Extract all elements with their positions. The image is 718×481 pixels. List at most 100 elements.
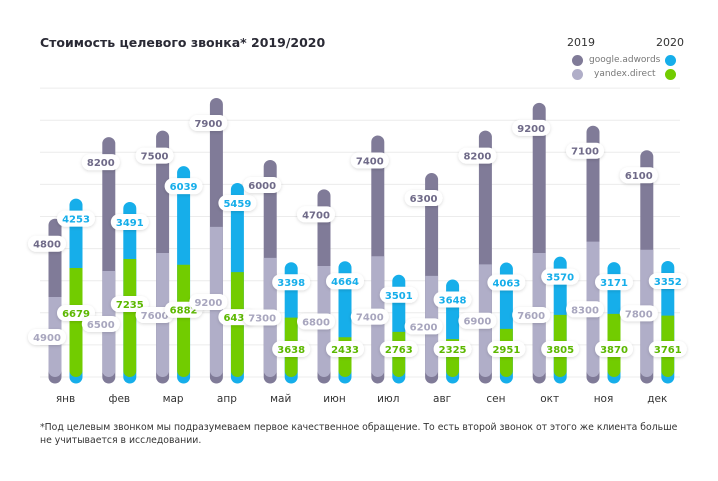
data-label-google.adwords-2020: 3171: [600, 278, 628, 289]
data-label-google.adwords-2020: 4253: [62, 215, 90, 226]
data-label-google.adwords-2020: 3398: [277, 278, 305, 289]
chart-title: Стоимость целевого звонка* 2019/2020: [40, 35, 326, 50]
data-label-google.adwords-2019: 4700: [302, 210, 330, 221]
data-label-google.adwords-2019-bg: [243, 177, 282, 193]
data-label-google.adwords-2019: 6000: [248, 181, 276, 192]
data-label-yandex.direct-2020: 7235: [116, 300, 144, 311]
data-label-yandex.direct-2020: 6882: [170, 306, 198, 317]
data-label-yandex.direct-2019: 6800: [302, 318, 330, 329]
data-label-yandex.direct-2020-bg: [110, 295, 149, 312]
data-label-google.adwords-2020: 3491: [116, 218, 144, 229]
data-label-google.adwords-2019: 7400: [356, 157, 384, 168]
data-label-google.adwords-2019: 7500: [141, 152, 169, 163]
data-label-google.adwords-2019-bg: [458, 147, 497, 164]
data-label-yandex.direct-2019: 8300: [571, 305, 599, 316]
data-label-yandex.direct-2019: 7600: [141, 311, 169, 322]
data-label-yandex.direct-2020-bg: [379, 341, 418, 357]
data-label-yandex.direct-2019-bg: [512, 307, 551, 323]
data-label-google.adwords-2020-bg: [57, 210, 95, 227]
legend-yandex-2019-swatch: [572, 69, 583, 80]
x-tick-label: мар: [163, 393, 184, 405]
data-label-google.adwords-2019-bg: [297, 206, 335, 223]
data-label-google.adwords-2020: 5459: [223, 199, 251, 210]
data-label-yandex.direct-2019: 7800: [625, 309, 653, 320]
data-label-yandex.direct-2020: 2325: [439, 345, 467, 356]
data-label-yandex.direct-2020: 6679: [62, 309, 90, 320]
data-label-google.adwords-2019: 7900: [194, 119, 222, 130]
data-label-google.adwords-2020: 3501: [385, 291, 413, 302]
bar-yandex.direct-2020: [177, 264, 191, 377]
data-label-google.adwords-2020-bg: [648, 272, 687, 289]
data-label-google.adwords-2020: 3352: [654, 277, 682, 288]
data-label-yandex.direct-2019-bg: [297, 313, 335, 330]
x-tick-label: апр: [217, 393, 237, 405]
legend-year-2019: 2019: [567, 36, 595, 49]
data-label-yandex.direct-2019-bg: [619, 305, 658, 322]
data-label-google.adwords-2020: 3648: [439, 296, 467, 307]
x-tick-label: июл: [377, 393, 399, 405]
data-label-yandex.direct-2020-bg: [541, 341, 580, 357]
data-label-yandex.direct-2019-bg: [243, 309, 282, 326]
data-label-google.adwords-2019-bg: [512, 119, 551, 136]
data-label-google.adwords-2019-bg: [350, 152, 389, 169]
data-label-yandex.direct-2020-bg: [272, 341, 311, 357]
x-tick-label: июн: [323, 393, 346, 405]
data-label-yandex.direct-2020: 3638: [277, 345, 305, 356]
data-label-yandex.direct-2020-bg: [595, 341, 633, 357]
legend-yandex: yandex.direct: [594, 69, 656, 79]
data-label-yandex.direct-2020: 6431: [223, 313, 251, 324]
data-label-google.adwords-2020-bg: [487, 274, 526, 291]
data-label-google.adwords-2020-bg: [110, 213, 149, 230]
data-label-google.adwords-2019-bg: [404, 190, 443, 207]
legend-year-2020: 2020: [656, 36, 684, 49]
data-label-yandex.direct-2020-bg: [487, 341, 526, 357]
x-tick-label: окт: [540, 393, 559, 405]
data-label-google.adwords-2020-bg: [218, 195, 257, 212]
data-label-yandex.direct-2019-bg: [189, 293, 228, 310]
data-label-google.adwords-2020-bg: [541, 268, 580, 285]
data-label-google.adwords-2020-bg: [379, 286, 418, 303]
data-label-google.adwords-2020-bg: [433, 291, 472, 308]
x-tick-label: янв: [56, 393, 75, 405]
data-label-google.adwords-2020: 4063: [492, 279, 520, 290]
data-label-yandex.direct-2019-bg: [135, 307, 174, 323]
x-tick-label: фев: [108, 393, 130, 405]
data-label-google.adwords-2019-bg: [135, 147, 174, 164]
data-label-yandex.direct-2019-bg: [81, 315, 120, 332]
data-label-google.adwords-2019-bg: [28, 235, 66, 252]
legend-google-2020-swatch: [665, 55, 676, 66]
x-tick-label: ноя: [594, 393, 614, 405]
data-label-yandex.direct-2020-bg: [57, 305, 95, 322]
data-label-yandex.direct-2019: 9200: [194, 298, 222, 309]
data-label-google.adwords-2019-bg: [619, 167, 658, 184]
legend-google-2019-swatch: [572, 55, 583, 66]
x-tick-label: дек: [647, 393, 667, 405]
data-label-google.adwords-2019: 8200: [87, 158, 115, 169]
data-label-google.adwords-2019: 9200: [517, 124, 545, 135]
data-label-google.adwords-2020: 4664: [331, 277, 359, 288]
data-label-yandex.direct-2020-bg: [648, 341, 687, 357]
data-label-yandex.direct-2019-bg: [404, 318, 443, 335]
data-label-yandex.direct-2020: 3870: [600, 345, 628, 356]
data-label-yandex.direct-2019: 6900: [463, 317, 491, 328]
data-label-google.adwords-2020: 6039: [170, 182, 198, 193]
data-label-google.adwords-2020: 3570: [546, 273, 574, 284]
legend-yandex-2020-swatch: [665, 69, 676, 80]
data-label-yandex.direct-2020-bg: [433, 341, 472, 357]
data-label-yandex.direct-2019: 4900: [33, 333, 61, 344]
data-label-google.adwords-2020-bg: [272, 274, 311, 291]
data-label-yandex.direct-2019: 7400: [356, 313, 384, 324]
x-tick-label: сен: [486, 393, 505, 405]
data-label-yandex.direct-2020-bg: [326, 341, 364, 357]
data-label-google.adwords-2020-bg: [595, 274, 633, 291]
data-label-google.adwords-2019: 7100: [571, 147, 599, 158]
footnote: *Под целевым звонком мы подразумеваем пе…: [40, 422, 678, 446]
data-label-yandex.direct-2019: 7600: [517, 311, 545, 322]
data-label-google.adwords-2019: 8200: [463, 152, 491, 163]
data-label-yandex.direct-2020: 2951: [492, 345, 520, 356]
data-label-google.adwords-2019: 4800: [33, 240, 61, 251]
data-label-yandex.direct-2019: 6500: [87, 320, 115, 331]
data-label-google.adwords-2020-bg: [164, 178, 203, 195]
